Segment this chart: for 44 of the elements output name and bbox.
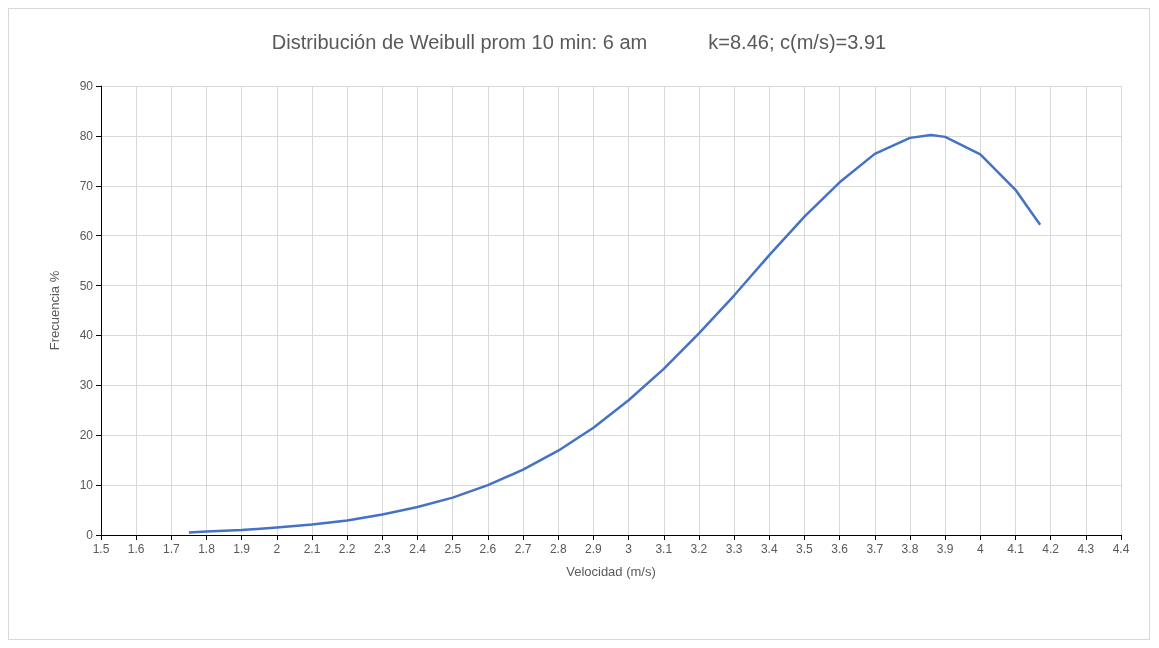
y-tick-label: 30: [79, 378, 94, 393]
x-tick-label: 3.9: [936, 542, 954, 556]
x-tick-label: 3.6: [831, 542, 849, 556]
x-tick-label: 2.3: [374, 542, 392, 556]
x-tick-label: 3.4: [760, 542, 778, 556]
x-tick-label: 1.7: [163, 542, 181, 556]
x-tick-label: 3.1: [655, 542, 673, 556]
x-tick-label: 2.2: [338, 542, 356, 556]
x-tick-label: 1.5: [92, 542, 110, 556]
x-tick-label: 2.7: [514, 542, 532, 556]
y-tick-label: 50: [79, 278, 94, 293]
x-tick-label: 1.8: [198, 542, 216, 556]
x-tick-label: 2.8: [549, 542, 567, 556]
y-tick-label: 80: [79, 128, 94, 143]
x-tick-label: 3.7: [866, 542, 884, 556]
y-tick-label: 70: [79, 178, 94, 193]
x-tick-label: 3: [625, 542, 633, 556]
x-tick-label: 2.9: [585, 542, 603, 556]
line-series: [187, 133, 1042, 534]
chart-title: Distribución de Weibull prom 10 min: 6 am k=8.46; c(m/s)=3.91: [271, 31, 887, 53]
x-tick-label: 2.6: [479, 542, 497, 556]
y-tick-label: 10: [79, 478, 94, 493]
x-tick-label: 1.9: [233, 542, 251, 556]
x-tick-label: 3.3: [725, 542, 743, 556]
x-tick-label: 2.4: [409, 542, 427, 556]
y-tick-label: 20: [79, 428, 94, 443]
x-tick-label: 2.5: [444, 542, 462, 556]
x-tick-label: 3.2: [690, 542, 708, 556]
y-tick-label: 40: [79, 328, 94, 343]
y-tick-label: 60: [79, 228, 94, 243]
y-tick-label: 0: [86, 528, 94, 542]
y-tick-label: 90: [79, 79, 94, 93]
x-tick-label: 2: [273, 542, 281, 556]
x-tick-label: 3.5: [796, 542, 814, 556]
y-axis-title: Frecuencia %: [47, 270, 62, 351]
x-tick-label: 2.1: [303, 542, 321, 556]
x-tick-label: 4.2: [1042, 542, 1060, 556]
x-tick-label: 4.3: [1077, 542, 1095, 556]
x-tick-label: 4: [976, 542, 984, 556]
x-axis-title: Velocidad (m/s): [566, 564, 656, 579]
x-tick-label: 4.4: [1112, 542, 1130, 556]
x-tick-label: 3.8: [901, 542, 919, 556]
x-tick-label: 1.6: [127, 542, 145, 556]
x-tick-label: 4.1: [1007, 542, 1025, 556]
